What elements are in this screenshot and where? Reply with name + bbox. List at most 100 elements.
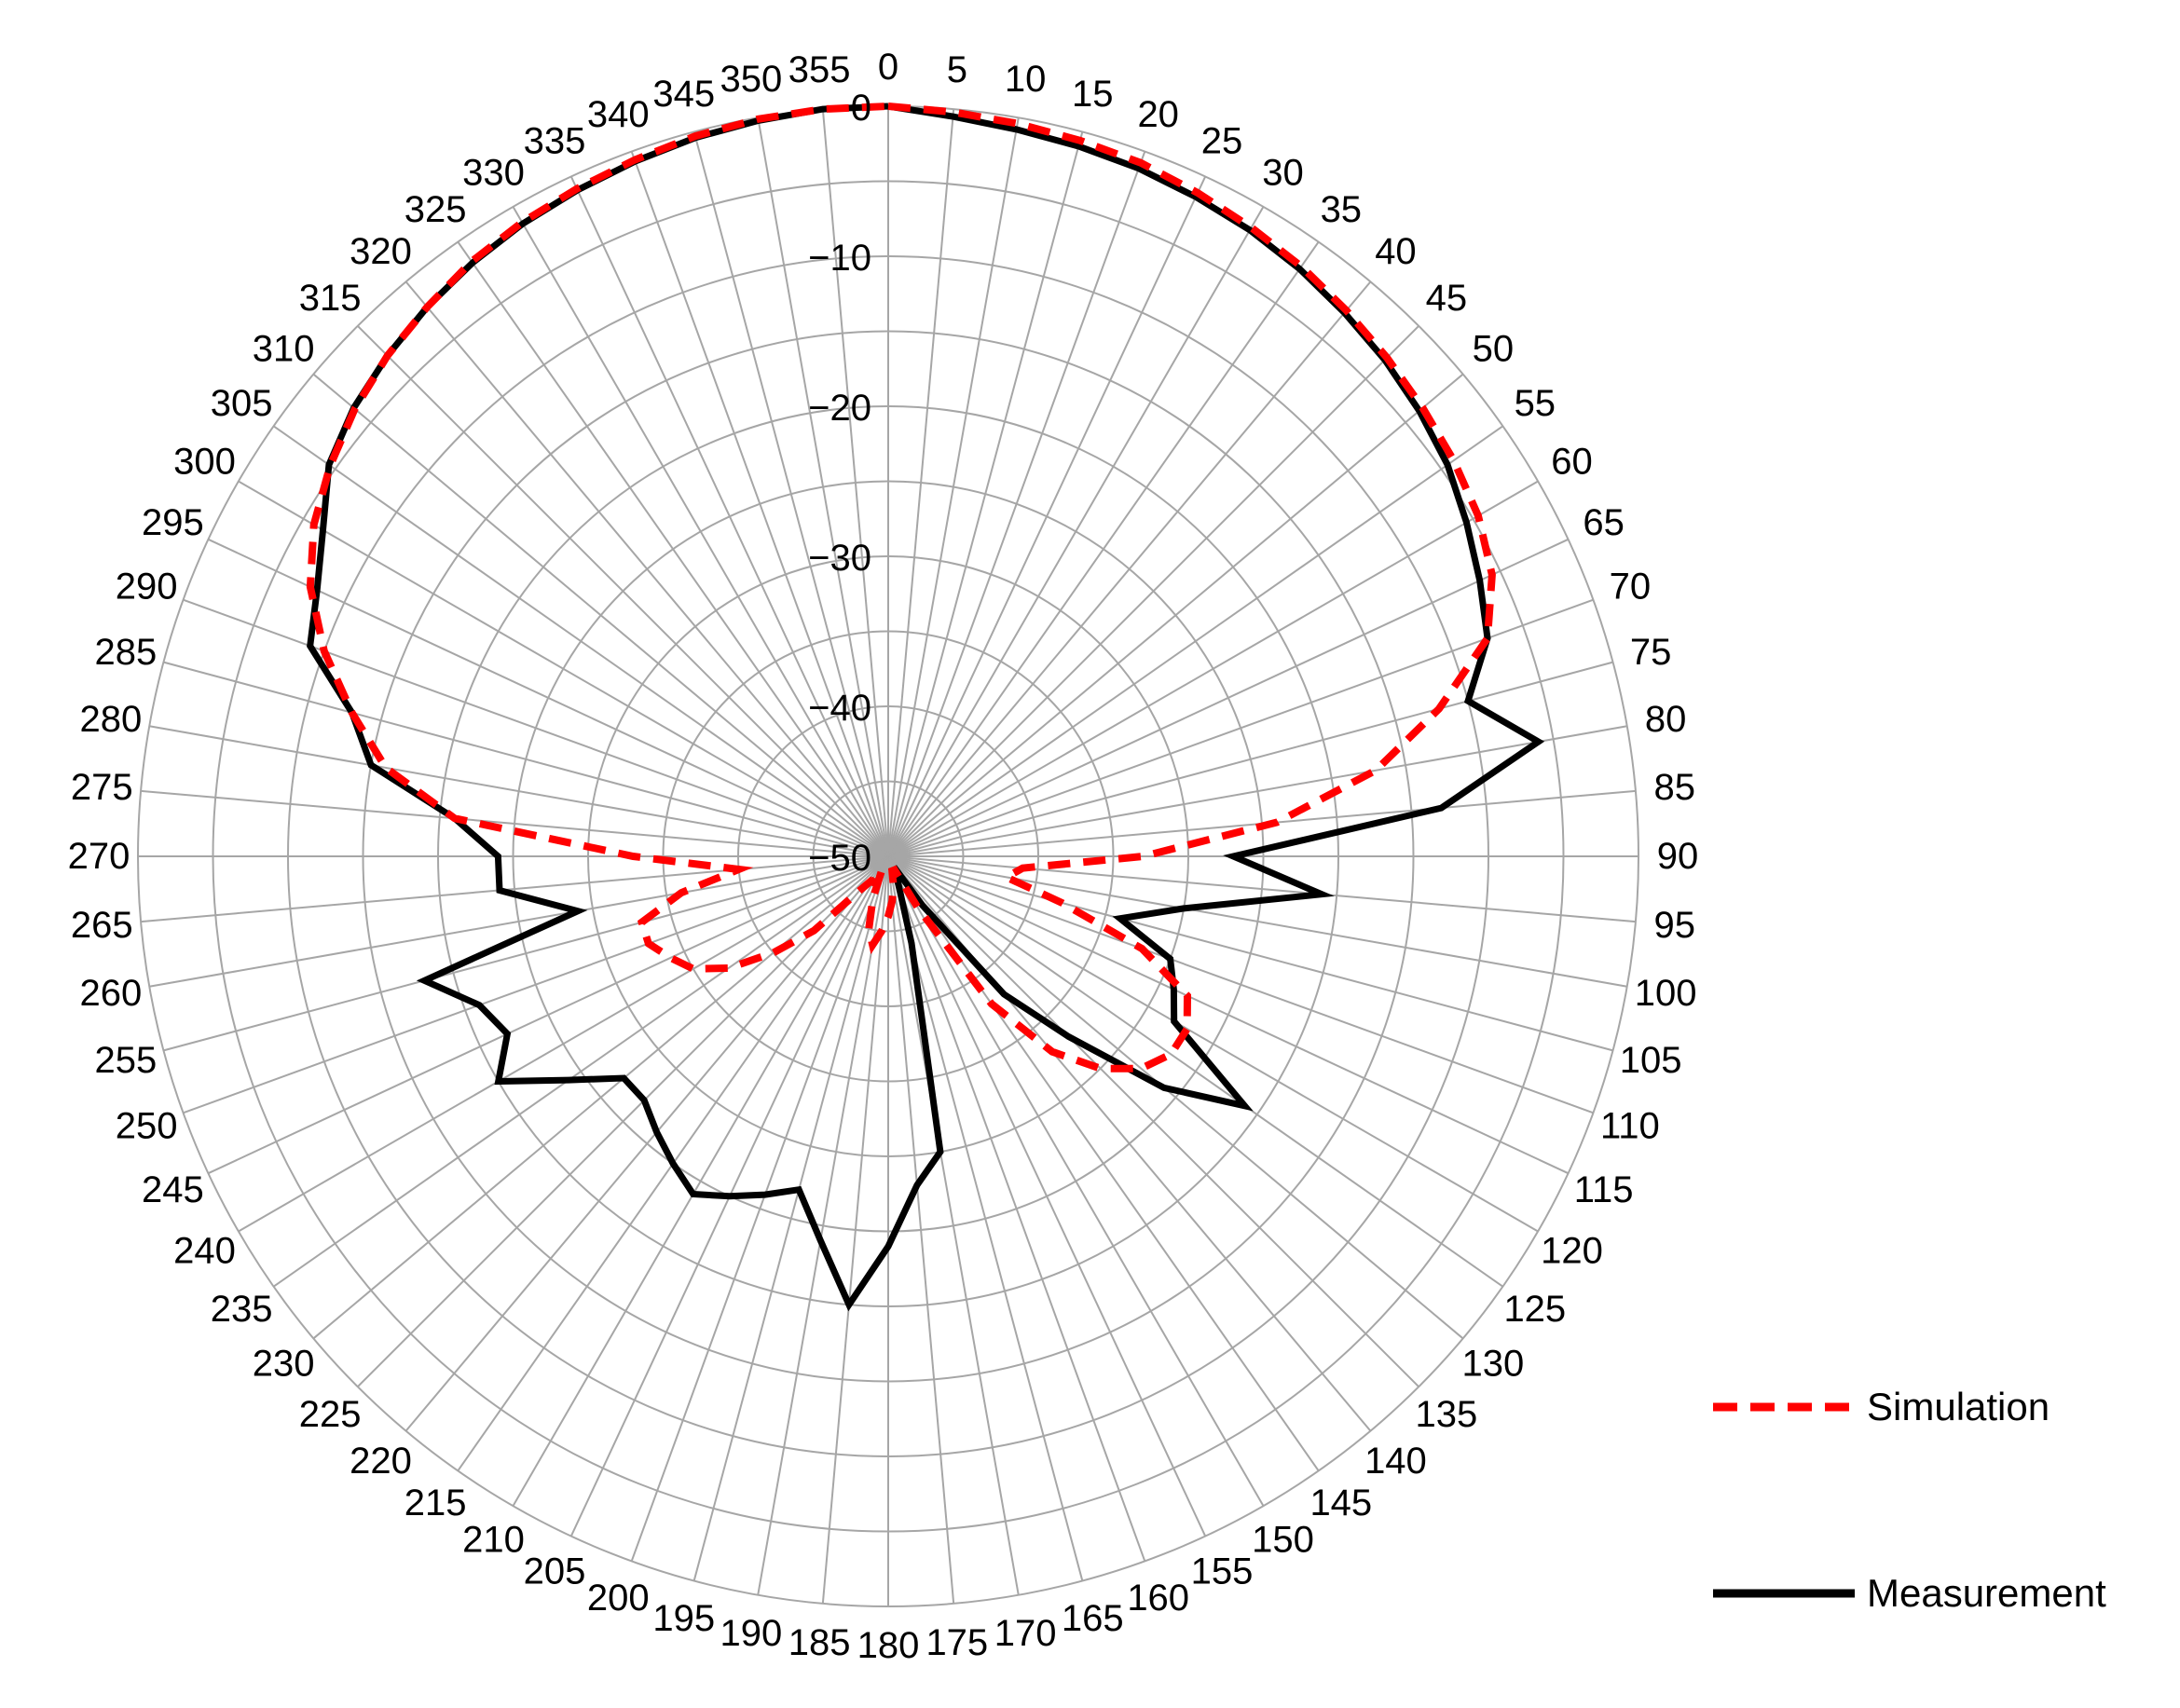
grid-spoke xyxy=(163,855,889,1052)
angle-tick-label: 275 xyxy=(71,767,133,808)
angle-tick-label: 165 xyxy=(1062,1598,1124,1639)
radial-tick-labels: 0 −10 −20 −30 −40 −50 xyxy=(808,88,871,879)
angle-tick-label: 325 xyxy=(404,189,467,230)
angle-tick-label: 95 xyxy=(1654,905,1696,946)
angle-tick-label: 50 xyxy=(1473,329,1515,370)
angle-tick-label: 300 xyxy=(173,442,236,483)
angle-tick-label: 260 xyxy=(79,973,142,1014)
angle-tick-label: 105 xyxy=(1620,1040,1682,1081)
angle-tick-label: 15 xyxy=(1072,74,1114,115)
angle-tick-label: 90 xyxy=(1657,836,1699,877)
angle-tick-label: 285 xyxy=(94,632,157,673)
series-line-measurement xyxy=(307,102,1545,1312)
grid-spoke xyxy=(273,855,889,1288)
grid-spoke xyxy=(887,855,1464,1340)
angle-tick-label: 195 xyxy=(652,1598,715,1639)
angle-tick-label: 350 xyxy=(720,59,783,100)
grid-spoke xyxy=(357,855,889,1387)
angle-tick-label: 225 xyxy=(299,1394,362,1435)
radial-tick-label: −50 xyxy=(808,838,871,879)
angle-tick-label: 355 xyxy=(788,49,851,90)
angle-tick-label: 270 xyxy=(68,836,130,877)
angle-tick-label: 210 xyxy=(462,1520,525,1561)
grid-spoke xyxy=(887,131,1084,857)
grid-spoke xyxy=(887,538,1570,857)
angle-tick-label: 145 xyxy=(1309,1483,1372,1524)
grid-spoke xyxy=(312,373,889,857)
grid-spoke xyxy=(887,855,1020,1595)
angle-tick-label: 150 xyxy=(1252,1520,1314,1561)
grid-spoke xyxy=(457,241,889,857)
polar-grid xyxy=(137,105,1639,1607)
angle-tick-label: 75 xyxy=(1630,632,1672,673)
grid-spoke xyxy=(149,725,889,857)
angle-tick-label: 135 xyxy=(1416,1394,1478,1435)
angle-tick-label: 330 xyxy=(462,152,525,193)
angle-tick-label: 215 xyxy=(404,1483,467,1524)
grid-spoke xyxy=(887,661,1613,857)
grid-spoke xyxy=(692,131,889,857)
angle-tick-label: 185 xyxy=(788,1622,851,1663)
angle-tick-label: 110 xyxy=(1600,1106,1660,1147)
grid-spoke xyxy=(238,480,889,857)
angle-tick-label: 40 xyxy=(1375,231,1417,272)
grid-spoke xyxy=(887,108,955,857)
grid-spoke xyxy=(887,480,1539,857)
legend-label-measurement: Measurement xyxy=(1867,1571,2106,1615)
grid-spoke xyxy=(140,855,889,923)
angle-tick-label: 200 xyxy=(587,1578,650,1619)
grid-spoke xyxy=(887,855,1613,1052)
grid-spoke xyxy=(821,108,889,857)
angle-tick-label: 280 xyxy=(79,699,142,740)
angle-tick-label: 80 xyxy=(1645,699,1687,740)
grid-spoke xyxy=(887,855,1265,1507)
angle-tick-label: 170 xyxy=(994,1613,1057,1654)
grid-spoke xyxy=(312,855,889,1340)
grid-spoke xyxy=(887,280,1372,857)
angle-tick-label: 70 xyxy=(1610,566,1652,607)
angle-tick-label: 0 xyxy=(878,47,898,88)
grid-spoke xyxy=(887,855,955,1605)
angle-tick-label: 265 xyxy=(71,905,133,946)
grid-spoke xyxy=(887,598,1594,857)
grid-spoke xyxy=(887,855,1146,1562)
angle-tick-label: 315 xyxy=(299,278,362,319)
legend: Simulation Measurement xyxy=(1713,1385,2106,1615)
angle-tick-label: 295 xyxy=(142,502,204,543)
radial-tick-label: −20 xyxy=(808,388,871,429)
grid-spoke xyxy=(887,425,1503,857)
angle-tick-label: 120 xyxy=(1541,1231,1603,1272)
grid-spoke xyxy=(163,661,889,857)
angle-tick-label: 205 xyxy=(524,1551,586,1592)
grid-spoke xyxy=(887,855,1503,1288)
angle-tick-label: 340 xyxy=(587,94,650,135)
grid-spoke xyxy=(757,117,889,857)
angle-tick-label: 85 xyxy=(1654,767,1696,808)
series-line-simulation xyxy=(306,102,1496,1073)
grid-spoke xyxy=(238,855,889,1233)
series-lines xyxy=(306,102,1545,1312)
grid-spoke xyxy=(273,425,889,857)
radial-tick-label: −30 xyxy=(808,538,871,579)
grid-spoke xyxy=(357,325,889,857)
grid-spoke xyxy=(887,206,1265,857)
angle-tick-label: 220 xyxy=(350,1441,412,1482)
grid-spoke xyxy=(512,855,889,1507)
angle-tick-label: 45 xyxy=(1426,278,1468,319)
grid-spoke xyxy=(887,241,1320,857)
grid-spoke xyxy=(887,855,1637,923)
angle-tick-label: 245 xyxy=(142,1169,204,1210)
angle-tick-label: 5 xyxy=(947,49,967,90)
grid-spoke xyxy=(183,598,889,857)
angle-tick-label: 30 xyxy=(1262,152,1304,193)
angle-tick-label: 305 xyxy=(211,383,273,424)
angle-tick-label: 180 xyxy=(857,1625,920,1666)
angle-tick-label: 125 xyxy=(1503,1289,1566,1330)
angle-tick-label: 230 xyxy=(253,1343,315,1384)
radial-tick-label: −40 xyxy=(808,688,871,729)
angle-tick-label: 25 xyxy=(1201,120,1243,161)
grid-spoke xyxy=(887,855,1594,1114)
angle-tick-label: 250 xyxy=(116,1106,178,1147)
